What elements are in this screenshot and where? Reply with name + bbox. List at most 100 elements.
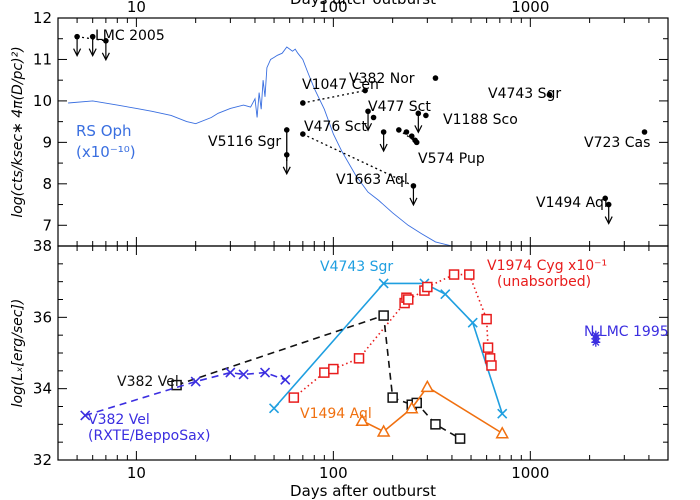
rs-oph-scale-label: (x10⁻¹⁰) bbox=[76, 143, 136, 161]
top-x-axis-title: Days after outburst bbox=[290, 0, 436, 8]
nova-v723-cas: V723 Cas bbox=[584, 129, 650, 151]
nova-v1663-aql: V1663 Aql bbox=[336, 172, 418, 207]
nova-label: V382 Nor bbox=[349, 71, 415, 87]
series-point bbox=[454, 433, 466, 444]
series-point bbox=[497, 408, 508, 419]
series-point bbox=[328, 363, 339, 375]
nova-point bbox=[370, 114, 377, 121]
nova-point bbox=[362, 87, 368, 94]
series-point bbox=[420, 379, 435, 393]
nova-point bbox=[365, 108, 371, 115]
upper-limit-arrowhead bbox=[101, 52, 110, 62]
y-tick-label: 32 bbox=[33, 451, 52, 469]
nova-point bbox=[546, 91, 553, 98]
nova-v477-sct: V477 Sct bbox=[365, 99, 431, 121]
series-line bbox=[293, 273, 493, 399]
y-tick-label: 7 bbox=[42, 216, 52, 234]
series-point bbox=[378, 278, 389, 289]
x-tick-label: 100 bbox=[319, 464, 348, 482]
upper-limit-arrowhead bbox=[414, 125, 423, 134]
series-v1494-aql: V1494 Aql bbox=[300, 379, 509, 439]
nova-point bbox=[415, 110, 422, 117]
series-point bbox=[387, 392, 398, 403]
lower-y-axis-title: log(Lₓ[erg/sec]) bbox=[10, 299, 26, 408]
rs-oph-label: RS Oph bbox=[76, 122, 132, 140]
nova-label: V1494 Aql bbox=[536, 195, 608, 211]
rs-oph-curve bbox=[68, 46, 453, 246]
series-line bbox=[85, 371, 286, 417]
series-point bbox=[495, 426, 509, 439]
nova-point bbox=[403, 129, 410, 135]
nova-point bbox=[413, 139, 420, 146]
series-point bbox=[376, 424, 391, 437]
series-label: V382 Vel bbox=[117, 374, 179, 390]
y-tick-label: 8 bbox=[42, 175, 52, 193]
nova-v476-sct: V476 Sct bbox=[304, 119, 388, 153]
series-point bbox=[80, 410, 91, 421]
y-tick-label: 12 bbox=[33, 9, 52, 27]
upper-limit-arrowhead bbox=[604, 216, 613, 225]
x-tick-label: 10 bbox=[127, 464, 146, 482]
nova-lmc-2005: LMC 2005 bbox=[73, 28, 165, 62]
series-v382-vel: V382 Vel(RXTE/BeppoSax) bbox=[80, 367, 291, 444]
series-point bbox=[319, 367, 330, 378]
series-n-lmc-1995: N LMC 1995 bbox=[584, 324, 669, 347]
series-label: N LMC 1995 bbox=[584, 324, 669, 340]
lower-panel: 10 100 1000 32 34 36 38 Days after outburst log(… bbox=[10, 237, 669, 500]
series-point bbox=[486, 360, 497, 371]
series-v4743-sgr: V4743 Sgr bbox=[268, 259, 508, 419]
y-tick-label: 38 bbox=[33, 237, 52, 255]
y-tick-label: 9 bbox=[42, 133, 52, 151]
series-point bbox=[280, 374, 291, 385]
upper-limit-arrowhead bbox=[282, 166, 291, 176]
y-tick-label: 10 bbox=[33, 92, 52, 110]
nova-label: V723 Cas bbox=[584, 135, 650, 151]
upper-limit-arrowhead bbox=[73, 48, 82, 57]
nova-point bbox=[432, 75, 439, 81]
series-point bbox=[259, 367, 271, 378]
upper-panel: 10 100 1000 7 8 9 10 11 12 Days after outburst log… bbox=[10, 0, 669, 247]
x-tick-label: 100 bbox=[319, 0, 348, 16]
nova-v4743-sgr: V4743 Sgr bbox=[488, 86, 561, 102]
nova-label: V4743 Sgr bbox=[488, 86, 561, 102]
nova-label: V1188 Sco bbox=[443, 112, 518, 128]
series-point bbox=[238, 369, 249, 380]
series-point bbox=[402, 294, 414, 305]
x-tick-label: 10 bbox=[127, 0, 146, 16]
upper-limit-arrowhead bbox=[379, 143, 388, 153]
y-tick-label: 11 bbox=[33, 50, 52, 68]
series-point bbox=[268, 403, 280, 414]
nova-point bbox=[423, 112, 429, 119]
series-label: V382 Vel bbox=[88, 412, 150, 428]
nova-label: V574 Pup bbox=[418, 151, 485, 167]
nova-v1494-aql: V1494 Aql bbox=[536, 195, 612, 211]
series-label-line2: (RXTE/BeppoSax) bbox=[88, 428, 210, 444]
nova-point bbox=[602, 195, 609, 202]
y-tick-label: 36 bbox=[33, 308, 52, 326]
series-point bbox=[448, 269, 460, 280]
series-label: V1494 Aql bbox=[300, 406, 372, 422]
series-point bbox=[430, 419, 441, 430]
series-v382-vel: V382 Vel bbox=[117, 310, 466, 444]
upper-limit-arrowhead bbox=[364, 123, 373, 132]
series-point bbox=[355, 413, 369, 427]
upper-limit-arrowhead bbox=[409, 197, 418, 207]
series-point bbox=[422, 281, 433, 293]
nova-label: V5116 Sgr bbox=[208, 134, 281, 150]
nova-connector bbox=[302, 89, 366, 104]
x-axis-title: Days after outburst bbox=[290, 482, 436, 500]
nova-v574-pup: V574 Pup bbox=[396, 127, 485, 167]
series-point bbox=[353, 353, 365, 364]
series-point bbox=[190, 376, 201, 387]
nova-connector bbox=[398, 129, 418, 143]
nova-label: LMC 2005 bbox=[95, 28, 165, 44]
series-point bbox=[378, 310, 389, 321]
x-tick-label: 1000 bbox=[511, 0, 549, 16]
series-line bbox=[273, 282, 503, 414]
nova-point bbox=[641, 129, 648, 135]
series-point bbox=[482, 342, 494, 353]
nova-label: V1663 Aql bbox=[336, 172, 408, 188]
nova-connector bbox=[302, 133, 414, 187]
series-label: V1974 Cyg x10⁻¹ bbox=[487, 258, 607, 274]
